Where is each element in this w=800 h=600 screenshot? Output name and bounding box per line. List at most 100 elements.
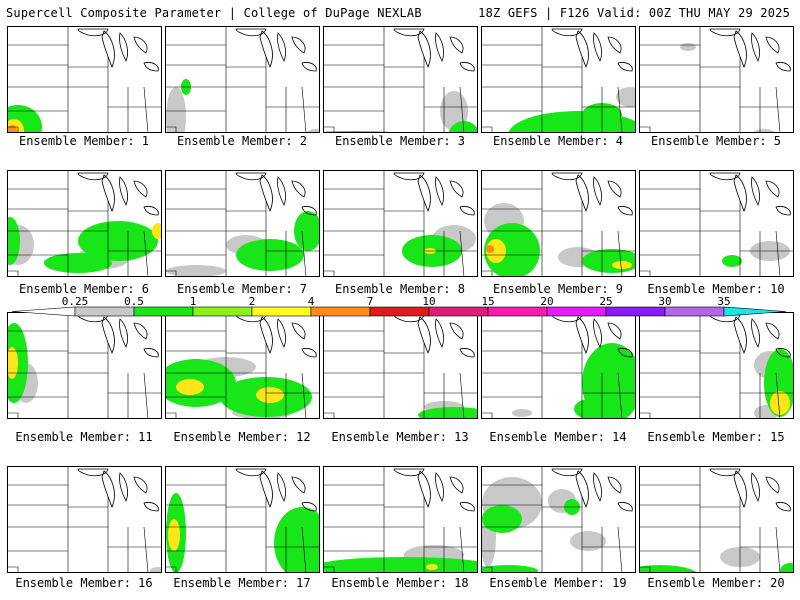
member-map <box>8 27 161 132</box>
ensemble-member-panel <box>165 466 320 573</box>
scp-contour-fill <box>306 129 319 132</box>
scp-contour-fill <box>236 239 304 271</box>
scp-contour-fill <box>166 87 186 132</box>
scp-contour-fill <box>753 129 775 132</box>
ensemble-member-panel <box>639 466 794 573</box>
scp-contour-fill <box>44 253 112 273</box>
ensemble-member-panel <box>165 26 320 133</box>
member-caption: Ensemble Member: 8 <box>334 282 466 296</box>
member-map <box>166 467 319 572</box>
scp-contour-fill <box>616 87 635 107</box>
scp-contour-fill <box>582 343 635 418</box>
header: Supercell Composite Parameter | College … <box>0 0 800 24</box>
colorbar: 0.25 0.5 1 2 4 7 10 15 20 25 30 35 <box>11 296 787 317</box>
member-map <box>324 467 477 572</box>
member-caption: Ensemble Member: 19 <box>489 576 627 590</box>
colorbar-tick-label: 15 <box>481 296 494 308</box>
colorbar-segment <box>74 306 135 317</box>
scp-contour-fill <box>150 567 161 572</box>
member-map <box>324 313 477 418</box>
scp-contour-fill <box>8 347 18 379</box>
member-map <box>166 27 319 132</box>
member-caption: Ensemble Member: 15 <box>647 430 785 444</box>
member-map <box>482 171 635 276</box>
member-caption: Ensemble Member: 17 <box>173 576 311 590</box>
ensemble-member-panel <box>323 170 478 277</box>
ensemble-member-panel <box>481 26 636 133</box>
scp-contour-fill <box>770 391 790 415</box>
member-map <box>324 171 477 276</box>
scp-contour-fill <box>426 564 438 570</box>
member-map <box>482 27 635 132</box>
member-caption: Ensemble Member: 11 <box>15 430 153 444</box>
member-caption: Ensemble Member: 12 <box>173 430 311 444</box>
ensemble-member-panel <box>323 312 478 419</box>
ensemble-member-panel <box>7 170 162 277</box>
ensemble-member-panel <box>165 170 320 277</box>
colorbar-segment <box>605 306 666 317</box>
scp-contour-fill <box>570 531 606 551</box>
member-caption: Ensemble Member: 2 <box>176 134 308 148</box>
colorbar-segment <box>487 306 548 317</box>
ensemble-member-panel <box>7 26 162 133</box>
colorbar-tick-label: 4 <box>308 296 315 308</box>
colorbar-segment <box>546 306 607 317</box>
colorbar-upper-tip <box>723 306 787 317</box>
member-map <box>640 467 793 572</box>
member-map <box>324 27 477 132</box>
scp-contour-fill <box>512 409 532 417</box>
scp-contour-fill <box>680 43 696 51</box>
scp-contour-fill <box>640 565 697 572</box>
scp-contour-fill <box>448 121 477 132</box>
member-caption: Ensemble Member: 6 <box>18 282 150 296</box>
ensemble-member-panel <box>639 26 794 133</box>
colorbar-lower-tip <box>11 306 76 317</box>
member-map <box>8 467 161 572</box>
scp-contour-fill <box>574 399 606 418</box>
colorbar-segment <box>310 306 371 317</box>
scp-contour-fill <box>418 407 477 418</box>
colorbar-tick-label: 30 <box>658 296 671 308</box>
ensemble-member-panel <box>7 312 162 419</box>
ensemble-member-panel <box>323 26 478 133</box>
ensemble-member-panel <box>7 466 162 573</box>
member-caption: Ensemble Member: 13 <box>331 430 469 444</box>
scp-contour-fill <box>256 387 284 403</box>
member-caption: Ensemble Member: 16 <box>15 576 153 590</box>
ensemble-member-panel <box>639 312 794 419</box>
colorbar-segment <box>192 306 253 317</box>
scp-contour-fill <box>482 565 538 572</box>
member-map <box>640 171 793 276</box>
member-map <box>166 313 319 418</box>
scp-contour-fill <box>324 557 477 572</box>
member-caption: Ensemble Member: 9 <box>492 282 624 296</box>
colorbar-tick-label: 10 <box>422 296 435 308</box>
scp-contour-fill <box>166 265 226 276</box>
ensemble-member-panel <box>165 312 320 419</box>
ensemble-member-panel <box>323 466 478 573</box>
scp-contour-fill <box>324 131 392 132</box>
colorbar-segment <box>133 306 194 317</box>
colorbar-segment <box>664 306 725 317</box>
member-map <box>8 171 161 276</box>
scp-contour-fill <box>482 505 522 533</box>
member-caption: Ensemble Member: 4 <box>492 134 624 148</box>
scp-contour-fill <box>274 507 319 572</box>
colorbar-tick-label: 1 <box>190 296 197 308</box>
colorbar-segment <box>369 306 430 317</box>
member-caption: Ensemble Member: 1 <box>18 134 150 148</box>
valid-time-title: 18Z GEFS | F126 Valid: 00Z THU MAY 29 20… <box>478 6 790 20</box>
scp-contour-fill <box>722 255 742 267</box>
member-map <box>166 171 319 276</box>
member-caption: Ensemble Member: 10 <box>647 282 785 296</box>
ensemble-member-panel <box>481 170 636 277</box>
scp-contour-fill <box>612 261 632 269</box>
colorbar-tick-label: 0.25 <box>62 296 89 308</box>
colorbar-segment <box>428 306 489 317</box>
member-caption: Ensemble Member: 20 <box>647 576 785 590</box>
colorbar-tick-label: 0.5 <box>124 296 144 308</box>
colorbar-tick-label: 35 <box>717 296 730 308</box>
colorbar-tick-label: 25 <box>599 296 612 308</box>
colorbar-tick-label: 20 <box>540 296 553 308</box>
scp-contour-fill <box>176 379 204 395</box>
